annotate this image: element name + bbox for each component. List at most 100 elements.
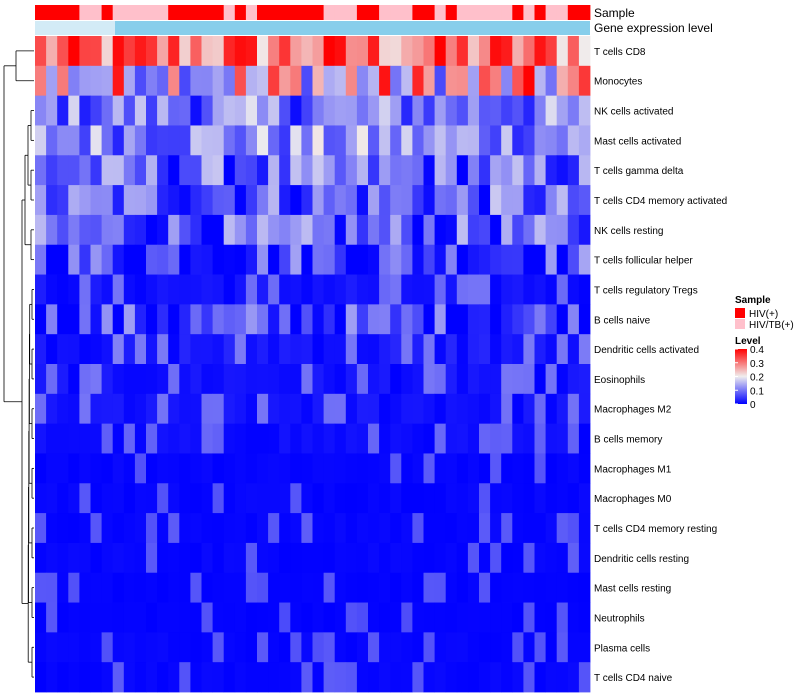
heatmap-cell [567, 542, 580, 574]
heatmap-cell [201, 36, 213, 67]
row-label: B cells memory [594, 435, 662, 446]
heatmap-cell [212, 423, 225, 454]
heatmap-cell [501, 602, 513, 633]
heatmap-cell [356, 214, 369, 246]
heatmap-cell [301, 185, 313, 216]
heatmap-cell [556, 304, 569, 335]
heatmap-cell [512, 423, 524, 454]
heatmap-cell [490, 542, 502, 574]
heatmap-cell [101, 453, 114, 484]
heatmap-cell [567, 95, 580, 126]
heatmap-cell [223, 662, 236, 693]
heatmap-cell [556, 364, 569, 395]
heatmap-cell [379, 393, 391, 425]
heatmap-cell [501, 453, 513, 484]
heatmap-cell [512, 65, 524, 97]
heatmap-cell [212, 632, 225, 663]
heatmap-cell [179, 483, 191, 514]
heatmap-cell [401, 185, 413, 216]
heatmap-cell [490, 244, 502, 275]
heatmap-cell [423, 632, 435, 663]
sample-annotation-cell [179, 5, 191, 20]
row-label: B cells naive [594, 315, 651, 326]
heatmap-cell [157, 155, 169, 186]
heatmap-cell [79, 334, 91, 365]
heatmap-cell [356, 542, 369, 574]
heatmap-cell [334, 95, 347, 126]
row-label: Macrophages M2 [594, 405, 672, 416]
heatmap-cell [523, 65, 535, 97]
heatmap-cell [423, 36, 435, 67]
sample-annotation-cell [578, 5, 591, 20]
heatmap-cell [134, 602, 147, 633]
heatmap-cell [368, 304, 380, 335]
heatmap-cell [312, 662, 324, 693]
heatmap-cell [190, 334, 202, 365]
heatmap-cell [523, 602, 535, 633]
sample-annotation-cell [534, 5, 546, 20]
heatmap-cell [479, 65, 491, 97]
heatmap-cell [57, 423, 69, 454]
heatmap-cell [245, 572, 258, 603]
heatmap-cell [456, 423, 469, 454]
heatmap-cell [245, 513, 258, 544]
heatmap-cell [101, 95, 114, 126]
heatmap-cell [423, 572, 435, 603]
heatmap-cell [556, 274, 569, 305]
heatmap-cell [534, 542, 546, 574]
heatmap-cell [412, 364, 424, 395]
heatmap-cell [501, 483, 513, 514]
heatmap-cell [334, 185, 347, 216]
heatmap-cell [257, 95, 269, 126]
heatmap-cell [57, 125, 69, 156]
heatmap-cell [112, 304, 125, 335]
heatmap-cell [467, 334, 480, 365]
heatmap-cell [390, 274, 402, 305]
heatmap-cell [79, 453, 91, 484]
heatmap-cell [190, 274, 202, 305]
heatmap-cell [301, 572, 313, 603]
heatmap-cell [57, 155, 69, 186]
heatmap-cell [223, 453, 236, 484]
heatmap-cell [46, 185, 58, 216]
heatmap-cell [390, 65, 402, 97]
heatmap-cell [101, 632, 114, 663]
heatmap-cell [401, 423, 413, 454]
heatmap-cell [534, 244, 546, 275]
heatmap-cell [46, 244, 58, 275]
heatmap-cell [245, 453, 258, 484]
heatmap-cell [412, 513, 424, 544]
heatmap-cell [201, 632, 213, 663]
heatmap-cell [545, 602, 558, 633]
heatmap-cell [368, 95, 380, 126]
heatmap-cell [479, 453, 491, 484]
heatmap-cell [456, 125, 469, 156]
sample-annotation-cell [401, 5, 413, 20]
heatmap-cell [79, 244, 91, 275]
heatmap-cell [190, 602, 202, 633]
heatmap-cell [534, 602, 546, 633]
heatmap-cell [501, 542, 513, 574]
heatmap-cell [168, 513, 180, 544]
sample-annotation-cell [523, 5, 535, 20]
heatmap-cell [268, 513, 280, 544]
heatmap-cell [390, 364, 402, 395]
sample-annotation-cell [68, 5, 80, 20]
heatmap-cell [168, 483, 180, 514]
heatmap-cell [578, 393, 591, 425]
heatmap-cell [578, 185, 591, 216]
heatmap-cell [334, 662, 347, 693]
expression-annotation-low [35, 21, 115, 35]
heatmap-cell [545, 65, 558, 97]
heatmap-cell [301, 364, 313, 395]
heatmap-cell [578, 214, 591, 246]
heatmap-cell [490, 274, 502, 305]
heatmap-cell [501, 393, 513, 425]
heatmap-cell [190, 513, 202, 544]
heatmap-cell [379, 95, 391, 126]
row-label: T cells CD8 [594, 47, 646, 58]
heatmap-cell [334, 36, 347, 67]
heatmap-cell [134, 185, 147, 216]
heatmap-cell [323, 423, 336, 454]
heatmap-cell [567, 662, 580, 693]
